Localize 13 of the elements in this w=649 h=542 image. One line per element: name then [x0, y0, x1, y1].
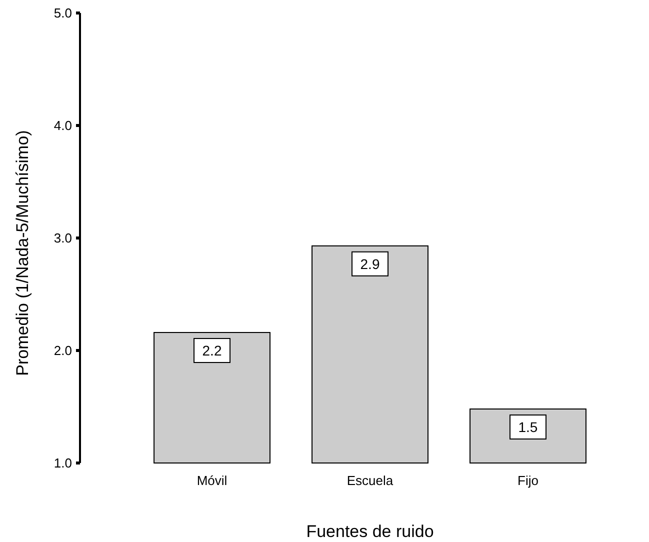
- x-tick-label: Fijo: [518, 473, 538, 488]
- y-tick-label: 1.0: [54, 456, 72, 470]
- x-tick-label: Escuela: [346, 473, 394, 488]
- y-tick-label: 5.0: [54, 6, 72, 20]
- data-label: 2.2: [202, 342, 222, 358]
- y-axis-title: Promedio (1/Nada-5/Muchísimo): [13, 130, 32, 376]
- x-tick-label: Móvil: [196, 473, 228, 488]
- data-label: 1.5: [518, 419, 538, 435]
- data-label: 2.9: [360, 256, 380, 272]
- x-axis-title: Fuentes de ruido: [306, 522, 434, 541]
- y-tick-label: 3.0: [54, 230, 72, 246]
- y-tick-label: 4.0: [54, 118, 72, 133]
- y-tick-label: 2.0: [54, 343, 72, 358]
